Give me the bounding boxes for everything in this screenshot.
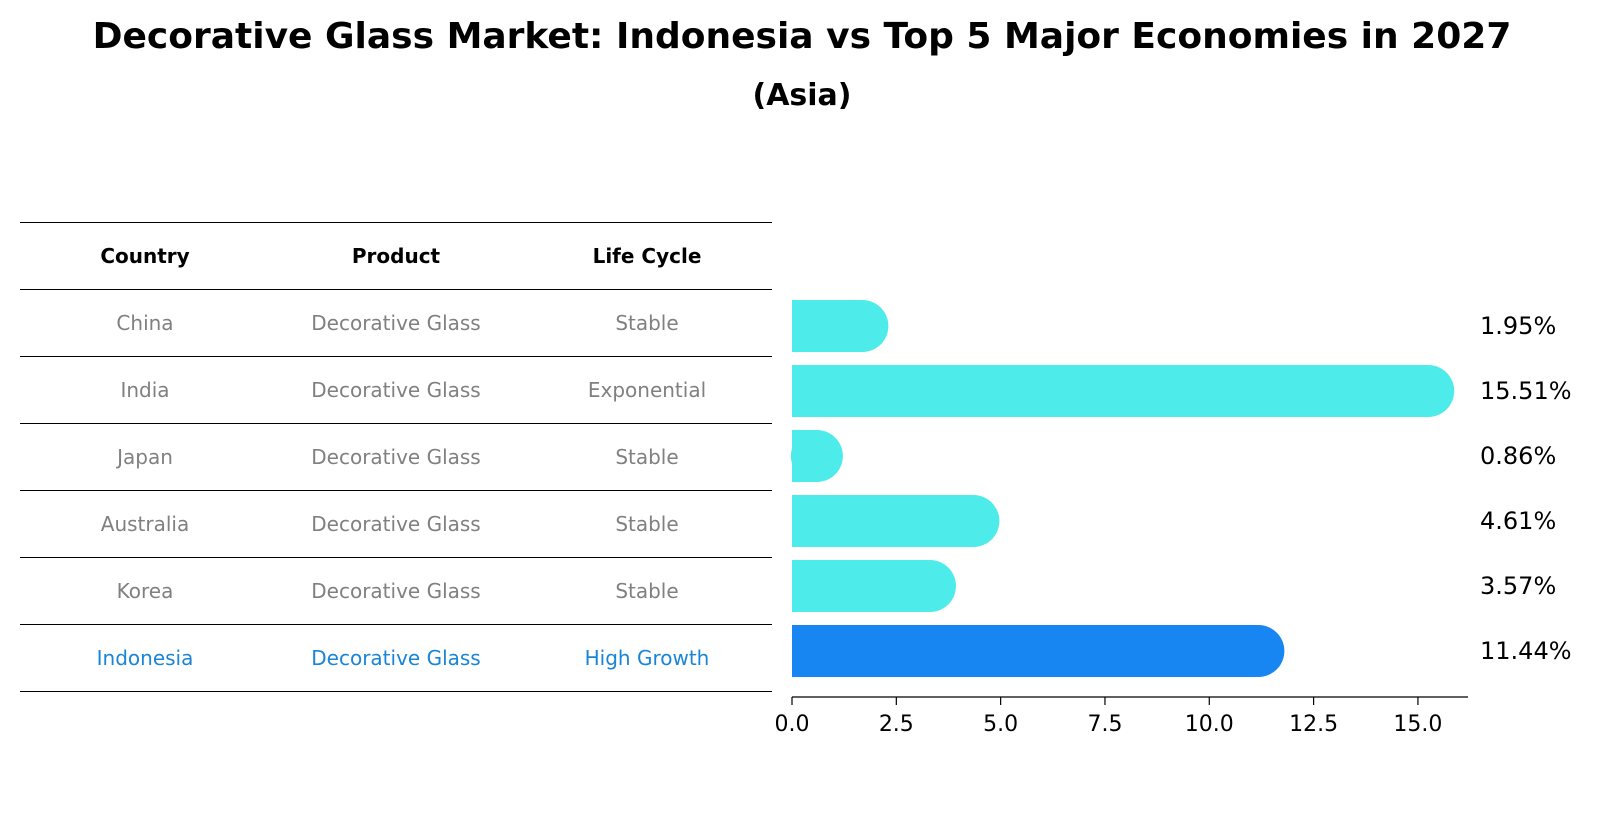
- header-country: Country: [100, 244, 190, 268]
- table-row: Korea Decorative Glass Stable: [20, 557, 772, 624]
- cell-country: China: [116, 311, 174, 335]
- bar-cap-australia: [947, 495, 1000, 547]
- cell-country: Australia: [100, 512, 190, 536]
- cell-country: India: [120, 378, 170, 402]
- bar-australia: [792, 495, 972, 547]
- chart-subtitle: (Asia): [752, 78, 852, 113]
- bar-cap-china: [836, 300, 889, 352]
- cell-product: Decorative Glass: [311, 311, 481, 335]
- cell-life-cycle: Exponential: [587, 378, 707, 402]
- table-row: China Decorative Glass Stable: [20, 289, 772, 356]
- x-tick-label: 2.5: [879, 712, 914, 737]
- cell-country: Indonesia: [96, 646, 194, 670]
- x-tick-label: 5.0: [983, 712, 1018, 737]
- cell-life-cycle: Stable: [615, 445, 679, 469]
- x-tick-label: 0.0: [775, 712, 810, 737]
- cell-life-cycle: Stable: [615, 512, 679, 536]
- bar-indonesia: [792, 625, 1257, 677]
- cell-product: Decorative Glass: [311, 646, 481, 670]
- cell-life-cycle: High Growth: [584, 646, 710, 670]
- table-row-highlight: Indonesia Decorative Glass High Growth: [20, 624, 772, 692]
- x-tick-label: 7.5: [1087, 712, 1122, 737]
- cell-country: Japan: [117, 445, 173, 469]
- value-label-japan: 0.86%: [1480, 442, 1556, 470]
- bar-india: [792, 365, 1427, 417]
- header-life-cycle: Life Cycle: [592, 244, 702, 268]
- cell-product: Decorative Glass: [311, 445, 481, 469]
- value-label-china: 1.95%: [1480, 312, 1556, 340]
- cell-life-cycle: Stable: [615, 579, 679, 603]
- x-tick-label: 15.0: [1393, 712, 1442, 737]
- cell-country: Korea: [116, 579, 174, 603]
- x-tick-label: 12.5: [1289, 712, 1338, 737]
- value-label-australia: 4.61%: [1480, 507, 1556, 535]
- value-label-korea: 3.57%: [1480, 572, 1556, 600]
- table-row: Japan Decorative Glass Stable: [20, 423, 772, 490]
- table-row: Australia Decorative Glass Stable: [20, 490, 772, 557]
- bar-cap-india: [1402, 365, 1455, 417]
- cell-life-cycle: Stable: [615, 311, 679, 335]
- table-row: India Decorative Glass Exponential: [20, 356, 772, 423]
- bar-cap-japan: [790, 430, 843, 482]
- header-product: Product: [351, 244, 441, 268]
- value-label-indonesia: 11.44%: [1480, 637, 1572, 665]
- chart-title: Decorative Glass Market: Indonesia vs To…: [92, 16, 1512, 57]
- bar-cap-korea: [903, 560, 956, 612]
- cell-product: Decorative Glass: [311, 579, 481, 603]
- cell-product: Decorative Glass: [311, 512, 481, 536]
- table-header-row: Country Product Life Cycle: [20, 222, 772, 289]
- x-tick-label: 10.0: [1185, 712, 1234, 737]
- value-label-india: 15.51%: [1480, 377, 1572, 405]
- data-table: Country Product Life Cycle China Decorat…: [20, 222, 772, 692]
- cell-product: Decorative Glass: [311, 378, 481, 402]
- bar-cap-indonesia: [1232, 625, 1285, 677]
